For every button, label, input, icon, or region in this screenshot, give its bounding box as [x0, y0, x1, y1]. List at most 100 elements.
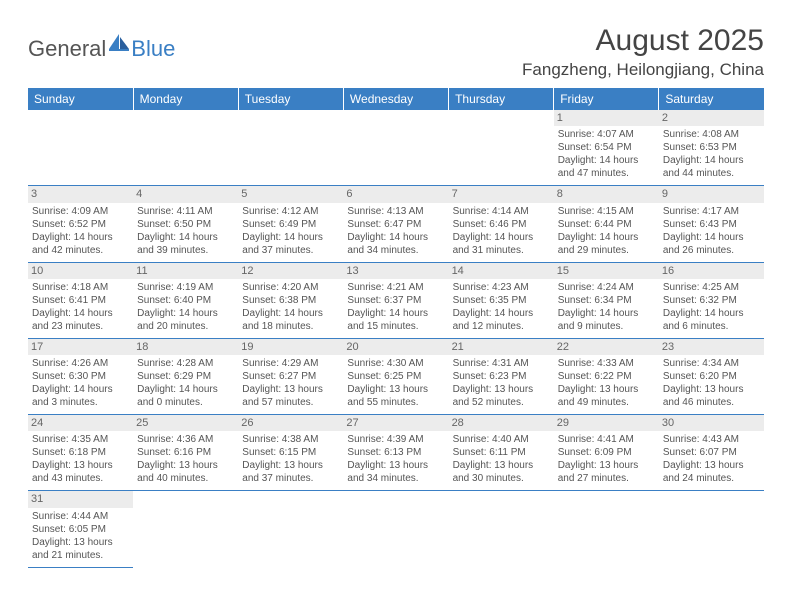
calendar-cell [238, 110, 343, 186]
daylight-line: Daylight: 13 hours and 27 minutes. [558, 459, 655, 485]
calendar-cell: 13Sunrise: 4:21 AMSunset: 6:37 PMDayligh… [343, 262, 448, 338]
sunrise-line: Sunrise: 4:25 AM [663, 281, 760, 294]
calendar-cell: 29Sunrise: 4:41 AMSunset: 6:09 PMDayligh… [554, 415, 659, 491]
sunrise-line: Sunrise: 4:24 AM [558, 281, 655, 294]
calendar-cell: 1Sunrise: 4:07 AMSunset: 6:54 PMDaylight… [554, 110, 659, 186]
title-block: August 2025 Fangzheng, Heilongjiang, Chi… [522, 24, 764, 80]
calendar-row: 1Sunrise: 4:07 AMSunset: 6:54 PMDaylight… [28, 110, 764, 186]
daylight-line: Daylight: 14 hours and 6 minutes. [663, 307, 760, 333]
sunset-line: Sunset: 6:47 PM [347, 218, 444, 231]
daylight-line: Daylight: 14 hours and 26 minutes. [663, 231, 760, 257]
day-number: 31 [28, 491, 133, 507]
sunrise-line: Sunrise: 4:31 AM [453, 357, 550, 370]
calendar-cell: 30Sunrise: 4:43 AMSunset: 6:07 PMDayligh… [659, 415, 764, 491]
day-number: 24 [28, 415, 133, 431]
sunrise-line: Sunrise: 4:12 AM [242, 205, 339, 218]
weekday-header: Thursday [449, 88, 554, 110]
calendar-cell: 26Sunrise: 4:38 AMSunset: 6:15 PMDayligh… [238, 415, 343, 491]
calendar-cell: 3Sunrise: 4:09 AMSunset: 6:52 PMDaylight… [28, 186, 133, 262]
sunrise-line: Sunrise: 4:21 AM [347, 281, 444, 294]
sunset-line: Sunset: 6:54 PM [558, 141, 655, 154]
sunset-line: Sunset: 6:43 PM [663, 218, 760, 231]
daylight-line: Daylight: 14 hours and 31 minutes. [453, 231, 550, 257]
daylight-line: Daylight: 14 hours and 37 minutes. [242, 231, 339, 257]
calendar-cell: 6Sunrise: 4:13 AMSunset: 6:47 PMDaylight… [343, 186, 448, 262]
day-number: 9 [659, 186, 764, 202]
daylight-line: Daylight: 13 hours and 24 minutes. [663, 459, 760, 485]
daylight-line: Daylight: 13 hours and 43 minutes. [32, 459, 129, 485]
daylight-line: Daylight: 13 hours and 55 minutes. [347, 383, 444, 409]
sunrise-line: Sunrise: 4:30 AM [347, 357, 444, 370]
calendar-cell: 11Sunrise: 4:19 AMSunset: 6:40 PMDayligh… [133, 262, 238, 338]
sunset-line: Sunset: 6:52 PM [32, 218, 129, 231]
daylight-line: Daylight: 13 hours and 21 minutes. [32, 536, 129, 562]
weekday-header: Wednesday [343, 88, 448, 110]
sunset-line: Sunset: 6:49 PM [242, 218, 339, 231]
logo-text-blue: Blue [131, 36, 175, 62]
sunset-line: Sunset: 6:50 PM [137, 218, 234, 231]
day-number: 8 [554, 186, 659, 202]
day-number: 28 [449, 415, 554, 431]
calendar-cell: 15 Sunrise: 4:24 AMSunset: 6:34 PMDayligh… [554, 262, 659, 338]
calendar-cell: 16Sunrise: 4:25 AMSunset: 6:32 PMDayligh… [659, 262, 764, 338]
day-number: 1 [554, 110, 659, 126]
calendar-cell: 5Sunrise: 4:12 AMSunset: 6:49 PMDaylight… [238, 186, 343, 262]
location: Fangzheng, Heilongjiang, China [522, 60, 764, 80]
weekday-header: Tuesday [238, 88, 343, 110]
day-number: 29 [554, 415, 659, 431]
sunrise-line: Sunrise: 4:44 AM [32, 510, 129, 523]
calendar-cell [449, 110, 554, 186]
sunset-line: Sunset: 6:37 PM [347, 294, 444, 307]
sunset-line: Sunset: 6:34 PM [558, 294, 655, 307]
calendar-cell: 21Sunrise: 4:31 AMSunset: 6:23 PMDayligh… [449, 338, 554, 414]
calendar-cell: 9 Sunrise: 4:17 AMSunset: 6:43 PMDaylight… [659, 186, 764, 262]
sunrise-line: Sunrise: 4:14 AM [453, 205, 550, 218]
calendar-cell: 14Sunrise: 4:23 AMSunset: 6:35 PMDayligh… [449, 262, 554, 338]
weekday-header: Monday [133, 88, 238, 110]
daylight-line: Daylight: 14 hours and 15 minutes. [347, 307, 444, 333]
sunrise-line: Sunrise: 4:23 AM [453, 281, 550, 294]
daylight-line: Daylight: 14 hours and 3 minutes. [32, 383, 129, 409]
calendar-cell: 10Sunrise: 4:18 AMSunset: 6:41 PMDayligh… [28, 262, 133, 338]
calendar-cell [554, 491, 659, 567]
daylight-line: Daylight: 14 hours and 29 minutes. [558, 231, 655, 257]
day-number: 15 [554, 263, 659, 279]
sunset-line: Sunset: 6:25 PM [347, 370, 444, 383]
daylight-line: Daylight: 14 hours and 9 minutes. [558, 307, 655, 333]
calendar-cell: 24Sunrise: 4:35 AMSunset: 6:18 PMDayligh… [28, 415, 133, 491]
calendar-cell [343, 110, 448, 186]
sunrise-line: Sunrise: 4:18 AM [32, 281, 129, 294]
sunrise-line: Sunrise: 4:07 AM [558, 128, 655, 141]
calendar-cell: 19Sunrise: 4:29 AMSunset: 6:27 PMDayligh… [238, 338, 343, 414]
day-number: 27 [343, 415, 448, 431]
sunrise-line: Sunrise: 4:39 AM [347, 433, 444, 446]
day-number: 7 [449, 186, 554, 202]
calendar-row: 10Sunrise: 4:18 AMSunset: 6:41 PMDayligh… [28, 262, 764, 338]
calendar-cell: 7 Sunrise: 4:14 AMSunset: 6:46 PMDaylight… [449, 186, 554, 262]
sunrise-line: Sunrise: 4:20 AM [242, 281, 339, 294]
calendar-cell: 25Sunrise: 4:36 AMSunset: 6:16 PMDayligh… [133, 415, 238, 491]
calendar-row: 31 Sunrise: 4:44 AMSunset: 6:05 PMDayligh… [28, 491, 764, 567]
calendar-cell [28, 110, 133, 186]
sunrise-line: Sunrise: 4:33 AM [558, 357, 655, 370]
weekday-header: Friday [554, 88, 659, 110]
sunset-line: Sunset: 6:46 PM [453, 218, 550, 231]
day-number: 16 [659, 263, 764, 279]
calendar-cell: 2Sunrise: 4:08 AMSunset: 6:53 PMDaylight… [659, 110, 764, 186]
sunrise-line: Sunrise: 4:36 AM [137, 433, 234, 446]
calendar-cell: 31 Sunrise: 4:44 AMSunset: 6:05 PMDayligh… [28, 491, 133, 567]
calendar-cell: 17Sunrise: 4:26 AMSunset: 6:30 PMDayligh… [28, 338, 133, 414]
calendar-cell [133, 491, 238, 567]
sunset-line: Sunset: 6:41 PM [32, 294, 129, 307]
calendar-cell: 20Sunrise: 4:30 AMSunset: 6:25 PMDayligh… [343, 338, 448, 414]
daylight-line: Daylight: 13 hours and 30 minutes. [453, 459, 550, 485]
sunrise-line: Sunrise: 4:43 AM [663, 433, 760, 446]
sunset-line: Sunset: 6:05 PM [32, 523, 129, 536]
day-number: 4 [133, 186, 238, 202]
sunrise-line: Sunrise: 4:09 AM [32, 205, 129, 218]
sunset-line: Sunset: 6:18 PM [32, 446, 129, 459]
sunrise-line: Sunrise: 4:38 AM [242, 433, 339, 446]
daylight-line: Daylight: 14 hours and 12 minutes. [453, 307, 550, 333]
sunrise-line: Sunrise: 4:13 AM [347, 205, 444, 218]
sunrise-line: Sunrise: 4:17 AM [663, 205, 760, 218]
